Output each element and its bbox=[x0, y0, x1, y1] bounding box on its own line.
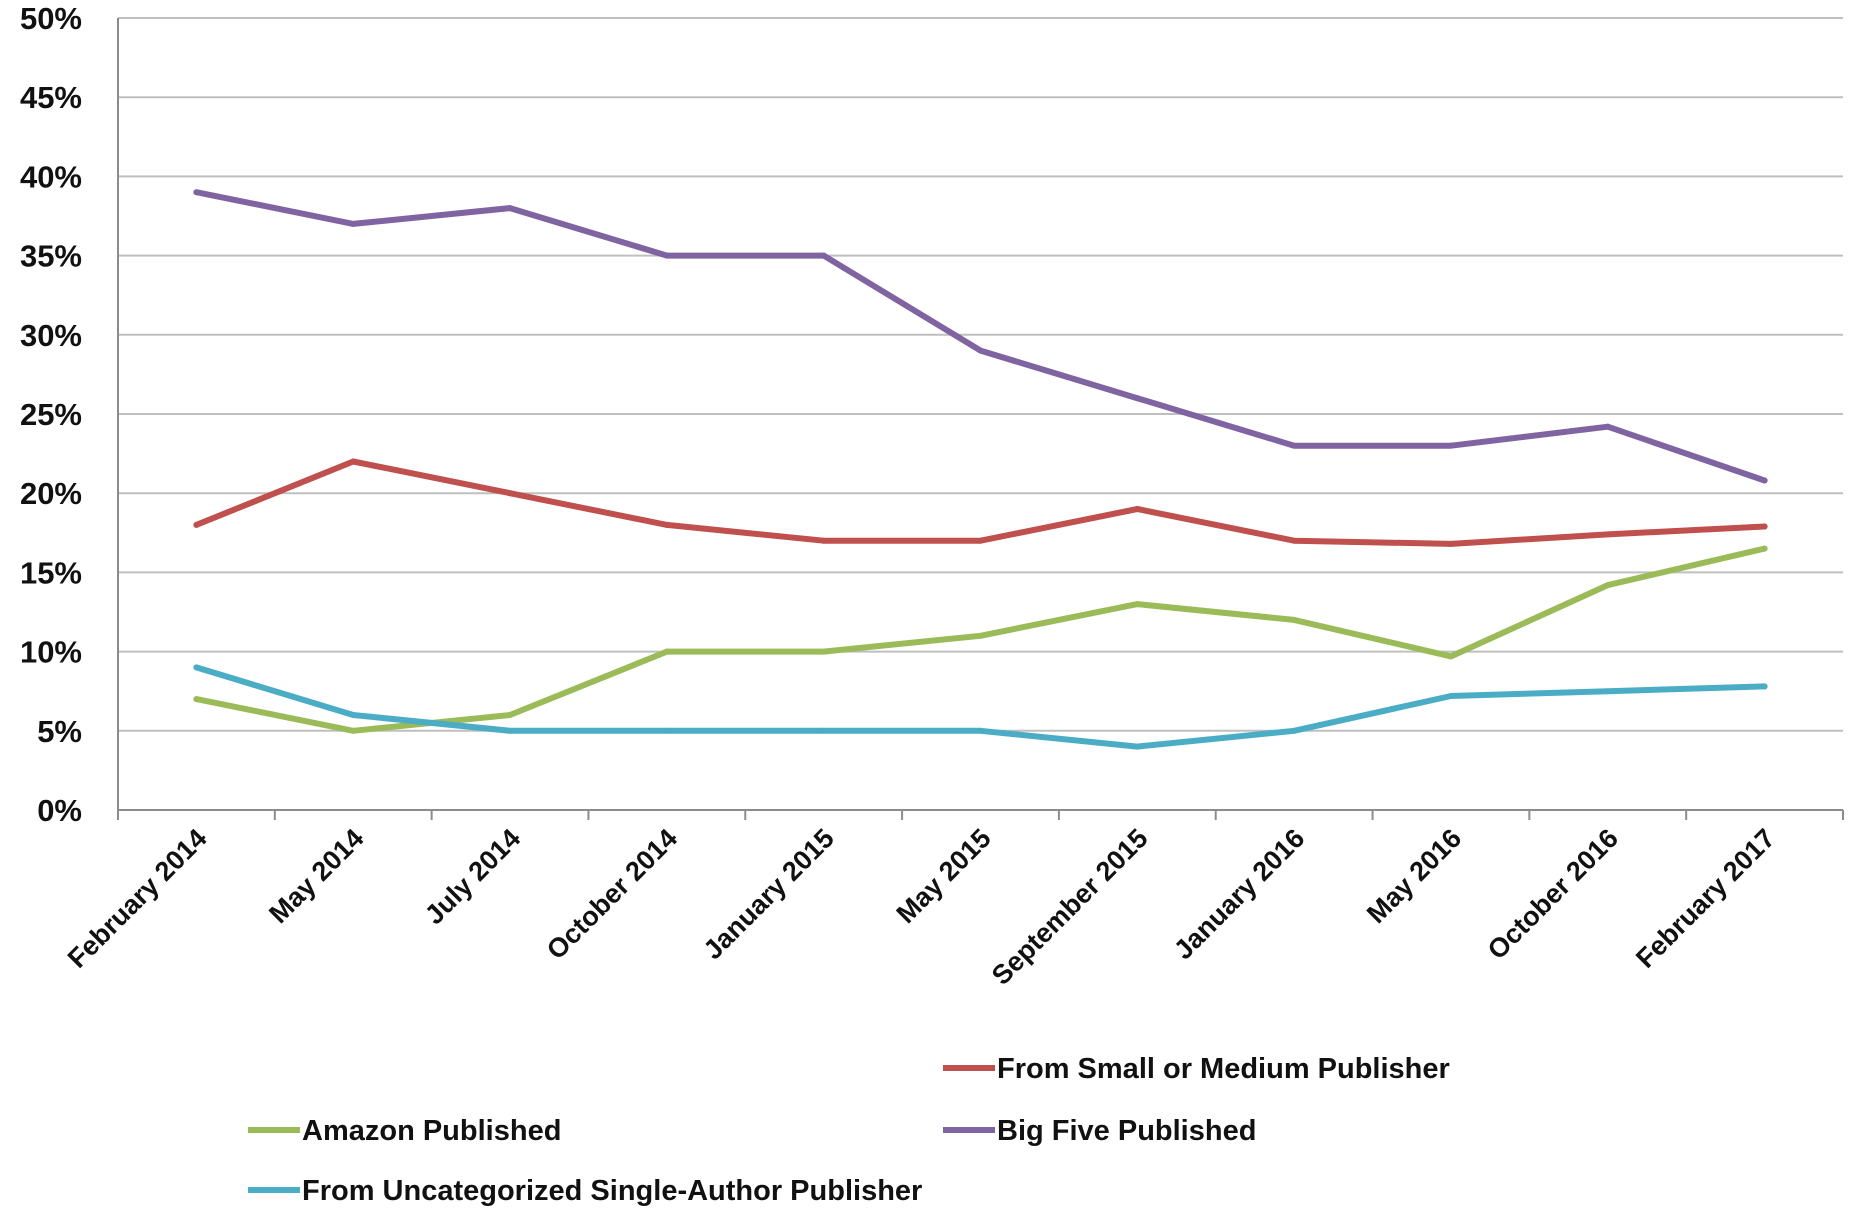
legend-label: Big Five Published bbox=[997, 1115, 1256, 1147]
x-tick-label: May 2014 bbox=[263, 823, 369, 929]
data-point bbox=[193, 521, 200, 528]
legend: From Small or Medium Publisher Amazon Pub… bbox=[248, 1053, 1450, 1207]
x-tick-label: October 2016 bbox=[1482, 823, 1624, 965]
data-point bbox=[1761, 683, 1768, 690]
data-point bbox=[663, 252, 670, 259]
y-tick-label: 5% bbox=[37, 714, 82, 749]
data-point bbox=[193, 696, 200, 703]
series-line bbox=[193, 545, 1768, 734]
y-tick-label: 30% bbox=[20, 318, 82, 353]
y-tick-label: 0% bbox=[37, 793, 82, 828]
data-point bbox=[193, 189, 200, 196]
data-point bbox=[820, 252, 827, 259]
data-point bbox=[193, 664, 200, 671]
data-point bbox=[977, 632, 984, 639]
axes bbox=[117, 18, 1844, 820]
legend-item: From Uncategorized Single-Author Publish… bbox=[248, 1175, 922, 1207]
x-tick-label: July 2014 bbox=[419, 823, 526, 930]
data-point bbox=[1604, 688, 1611, 695]
data-point bbox=[1761, 545, 1768, 552]
data-point bbox=[350, 220, 357, 227]
data-point bbox=[507, 490, 514, 497]
data-point bbox=[977, 537, 984, 544]
data-point bbox=[350, 458, 357, 465]
data-point bbox=[350, 727, 357, 734]
data-point bbox=[1134, 506, 1141, 513]
y-tick-label: 25% bbox=[20, 397, 82, 432]
series-lines bbox=[193, 189, 1768, 750]
data-point bbox=[1604, 531, 1611, 538]
series-line bbox=[193, 189, 1768, 484]
data-point bbox=[663, 648, 670, 655]
data-point bbox=[507, 711, 514, 718]
x-tick-label: September 2015 bbox=[986, 823, 1154, 991]
y-tick-label: 40% bbox=[20, 159, 82, 194]
data-point bbox=[1291, 442, 1298, 449]
y-tick-label: 10% bbox=[20, 635, 82, 670]
data-point bbox=[977, 727, 984, 734]
legend-label: From Uncategorized Single-Author Publish… bbox=[302, 1175, 922, 1207]
data-point bbox=[507, 205, 514, 212]
x-tick-label: January 2016 bbox=[1168, 823, 1310, 965]
legend-item: Amazon Published bbox=[248, 1115, 561, 1147]
data-point bbox=[1604, 423, 1611, 430]
data-point bbox=[663, 521, 670, 528]
data-point bbox=[1134, 601, 1141, 608]
x-axis-ticks: February 2014 May 2014 July 2014 October 20… bbox=[62, 823, 1781, 991]
data-point bbox=[820, 727, 827, 734]
y-axis-ticks: 0% 5% 10% 15% 20% 25% 30% 35% 40% 45% 50% bbox=[20, 1, 82, 828]
y-tick-label: 35% bbox=[20, 239, 82, 274]
data-point bbox=[1291, 537, 1298, 544]
x-tick-label: January 2015 bbox=[698, 823, 840, 965]
data-point bbox=[1447, 653, 1454, 660]
data-point bbox=[663, 727, 670, 734]
data-point bbox=[1604, 582, 1611, 589]
data-point bbox=[350, 711, 357, 718]
data-point bbox=[1134, 743, 1141, 750]
x-tick-label: May 2015 bbox=[891, 823, 997, 929]
x-tick-label: May 2016 bbox=[1361, 823, 1467, 929]
y-tick-label: 20% bbox=[20, 476, 82, 511]
y-tick-label: 50% bbox=[20, 1, 82, 36]
x-tick-label: February 2017 bbox=[1630, 823, 1781, 974]
data-point bbox=[1291, 616, 1298, 623]
legend-item: From Small or Medium Publisher bbox=[943, 1053, 1450, 1085]
series-line bbox=[193, 664, 1768, 750]
data-point bbox=[820, 648, 827, 655]
y-tick-label: 15% bbox=[20, 555, 82, 590]
data-point bbox=[1761, 523, 1768, 530]
legend-label: From Small or Medium Publisher bbox=[997, 1053, 1450, 1085]
x-tick-label: October 2014 bbox=[541, 823, 683, 965]
y-tick-label: 45% bbox=[20, 80, 82, 115]
data-point bbox=[977, 347, 984, 354]
data-point bbox=[1134, 395, 1141, 402]
data-point bbox=[1761, 477, 1768, 484]
legend-label: Amazon Published bbox=[302, 1115, 561, 1147]
gridlines bbox=[118, 17, 1843, 732]
data-point bbox=[1447, 540, 1454, 547]
data-point bbox=[1291, 727, 1298, 734]
data-point bbox=[820, 537, 827, 544]
legend-item: Big Five Published bbox=[943, 1115, 1256, 1147]
series-line bbox=[193, 458, 1768, 547]
x-tick-label: February 2014 bbox=[62, 823, 213, 974]
data-point bbox=[507, 727, 514, 734]
data-point bbox=[1447, 442, 1454, 449]
data-point bbox=[1447, 692, 1454, 699]
